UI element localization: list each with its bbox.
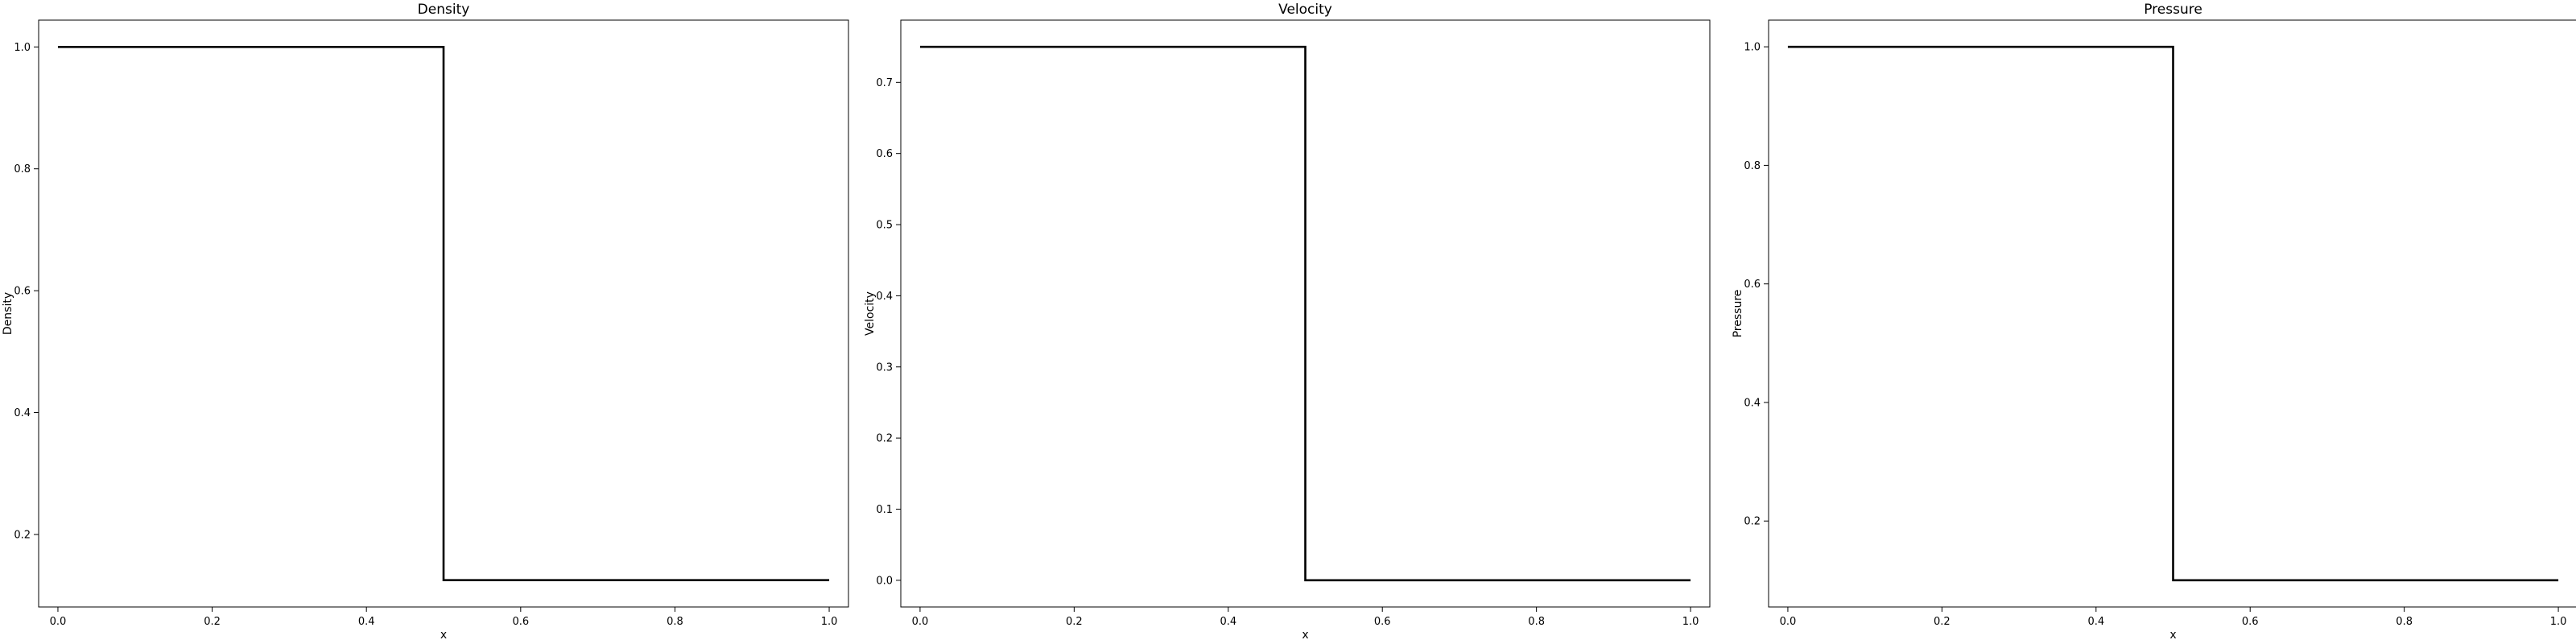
- x-tick-label: 0.0: [912, 616, 929, 628]
- y-tick-label: 1.0: [1744, 42, 1761, 54]
- x-tick-label: 0.2: [1934, 616, 1951, 628]
- y-tick-label: 0.1: [876, 504, 893, 516]
- plot-frame: [38, 19, 849, 608]
- plot-frame: [1768, 19, 2576, 608]
- y-tick-label: 0.5: [876, 220, 893, 232]
- x-tick-label: 1.0: [1682, 616, 1699, 628]
- chart-title: Velocity: [1278, 2, 1332, 18]
- y-axis-label: Velocity: [864, 291, 877, 336]
- x-tick-label: 0.6: [512, 616, 529, 628]
- y-tick-label: 0.2: [14, 529, 31, 541]
- y-axis-label: Density: [2, 292, 14, 335]
- x-tick-label: 0.0: [50, 616, 67, 628]
- y-tick-label: 0.2: [1744, 516, 1761, 528]
- chart-title: Density: [418, 2, 470, 18]
- y-tick-label: 0.4: [1744, 397, 1761, 409]
- chart-panel-2: 0.0 0.2 0.4 0.6 0.8 1.0 0.0 0.1 0.2 0.3 0.4 0.5 0.6 0…: [864, 2, 1711, 642]
- x-tick-label: 0.0: [1780, 616, 1797, 628]
- y-tick-label: 0.6: [14, 286, 31, 298]
- plot-frame: [900, 19, 1711, 608]
- x-tick-label: 0.8: [1528, 616, 1545, 628]
- x-tick-label: 0.4: [1220, 616, 1236, 628]
- x-tick-label: 0.4: [358, 616, 375, 628]
- chart-panel-3: 0.0 0.2 0.4 0.6 0.8 1.0 0.2 0.4 0.6 0.8 1.0 Pressur…: [1732, 2, 2576, 642]
- series-line: [1787, 45, 2559, 582]
- x-tick-label: 0.6: [2242, 616, 2259, 628]
- y-tick-label: 0.4: [14, 407, 31, 419]
- y-tick-label: 0.6: [1744, 279, 1761, 291]
- y-tick-label: 0.8: [1744, 160, 1761, 172]
- y-axis-label: Pressure: [1732, 290, 1744, 338]
- x-tick-label: 0.8: [667, 616, 683, 628]
- y-tick-label: 0.4: [876, 291, 893, 303]
- series-line: [57, 46, 830, 581]
- y-tick-label: 1.0: [14, 42, 31, 54]
- x-tick-label: 0.2: [204, 616, 221, 628]
- x-tick-label: 0.8: [2396, 616, 2413, 628]
- y-tick-label: 0.6: [876, 148, 893, 160]
- y-tick-label: 0.3: [876, 361, 893, 374]
- x-tick-label: 0.6: [1374, 616, 1391, 628]
- x-axis-label: x: [440, 629, 447, 642]
- y-tick-label: 0.2: [876, 433, 893, 445]
- chart-title: Pressure: [2144, 2, 2202, 18]
- x-axis-label: x: [1302, 629, 1308, 642]
- x-axis-label: x: [2169, 629, 2176, 642]
- x-tick-label: 1.0: [2550, 616, 2567, 628]
- series-line: [919, 45, 1691, 582]
- x-tick-label: 1.0: [821, 616, 838, 628]
- y-tick-label: 0.7: [876, 77, 893, 89]
- y-tick-label: 0.0: [876, 575, 893, 587]
- y-tick-label: 0.8: [14, 163, 31, 175]
- x-tick-label: 0.4: [2087, 616, 2104, 628]
- chart-panel-1: 0.0 0.2 0.4 0.6 0.8 1.0 0.2 0.4 0.6 0.8 1.0 Density…: [2, 2, 849, 642]
- x-tick-label: 0.2: [1066, 616, 1083, 628]
